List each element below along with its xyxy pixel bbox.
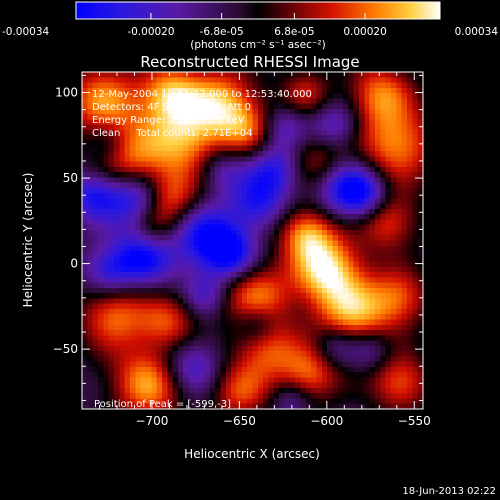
- chart-title: Reconstructed RHESSI Image: [140, 53, 359, 71]
- y-tick-label: 0: [70, 257, 78, 271]
- peak-position-label: Position of Peak = [-599,-3]: [94, 399, 231, 410]
- footer-timestamp: 18-Jun-2013 02:22: [402, 486, 496, 497]
- heatmap-raster: [82, 72, 423, 409]
- y-axis-label: Heliocentric Y (arcsec): [21, 173, 35, 308]
- annotation-block: 12-May-2004 12:51:12.000 to 12:53:40.000…: [92, 89, 312, 139]
- colorbar-tick-label: -0.00020: [127, 26, 174, 38]
- x-tick-label: −550: [398, 414, 431, 428]
- y-tick-label: 50: [63, 171, 78, 185]
- annotation-time-range: 12-May-2004 12:51:12.000 to 12:53:40.000: [92, 89, 312, 100]
- colorbar-tick-label: -0.00034: [2, 26, 50, 38]
- colorbar-tick-label: 0.00034: [455, 26, 499, 38]
- x-tick-label: −700: [135, 414, 168, 428]
- x-axis-label: Heliocentric X (arcsec): [184, 447, 320, 461]
- colorbar: -0.00034 -0.00020 -6.8e-05 6.8e-05 0.00020 0.…: [2, 1, 498, 51]
- colorbar-tick-label: 0.00020: [343, 26, 386, 38]
- annotation-energy-range: Energy Range: 25.0 - 50.0 keV: [92, 115, 245, 126]
- y-tick-label: 100: [55, 86, 78, 100]
- colorbar-gradient: [75, 1, 441, 20]
- annotation-detectors: Detectors: 4F 5F 6F 7F 8F, Att 0: [92, 102, 251, 113]
- y-tick-label: −50: [53, 342, 78, 356]
- axis-ticks: −700 −650 −600 −550 −50 0 50 100: [53, 72, 431, 428]
- x-tick-label: −650: [223, 414, 256, 428]
- plot-frame: [81, 71, 424, 410]
- colorbar-tick-label: -6.8e-05: [200, 26, 244, 38]
- x-tick-label: −600: [310, 414, 343, 428]
- annotation-clean-counts: Clean Total counts: 2.71E+04: [92, 128, 252, 139]
- colorbar-tick-label: 6.8e-05: [274, 26, 314, 38]
- heatmap-image: [82, 72, 423, 409]
- colorbar-ticks: -0.00034 -0.00020 -6.8e-05 6.8e-05 0.00020 0.…: [2, 13, 498, 38]
- colorbar-unit-label: (photons cm⁻² s⁻¹ asec⁻²): [190, 39, 325, 51]
